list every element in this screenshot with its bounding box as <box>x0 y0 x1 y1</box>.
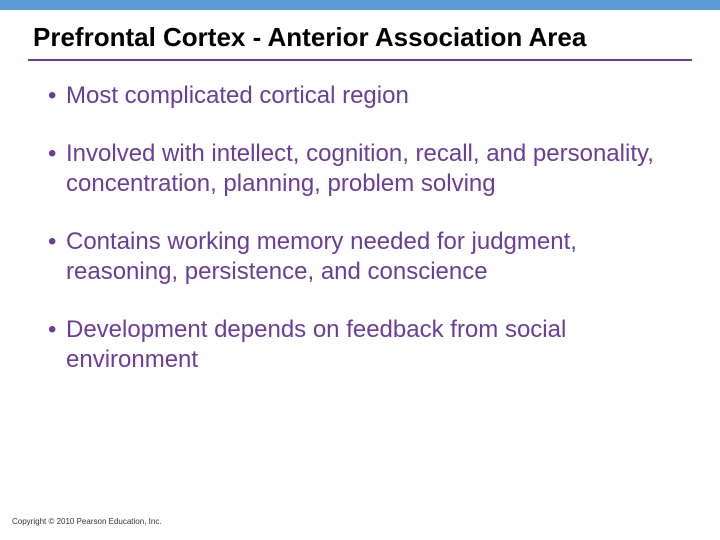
slide-content: Prefrontal Cortex - Anterior Association… <box>0 10 720 375</box>
title-underline <box>28 59 692 61</box>
top-accent-bar <box>0 0 720 10</box>
copyright-text: Copyright © 2010 Pearson Education, Inc. <box>12 517 162 526</box>
slide-title: Prefrontal Cortex - Anterior Association… <box>28 22 692 53</box>
bullet-list: Most complicated cortical region Involve… <box>28 81 692 375</box>
bullet-item: Development depends on feedback from soc… <box>48 315 692 375</box>
bullet-item: Contains working memory needed for judgm… <box>48 227 692 287</box>
bullet-item: Involved with intellect, cognition, reca… <box>48 139 692 199</box>
bullet-item: Most complicated cortical region <box>48 81 692 111</box>
